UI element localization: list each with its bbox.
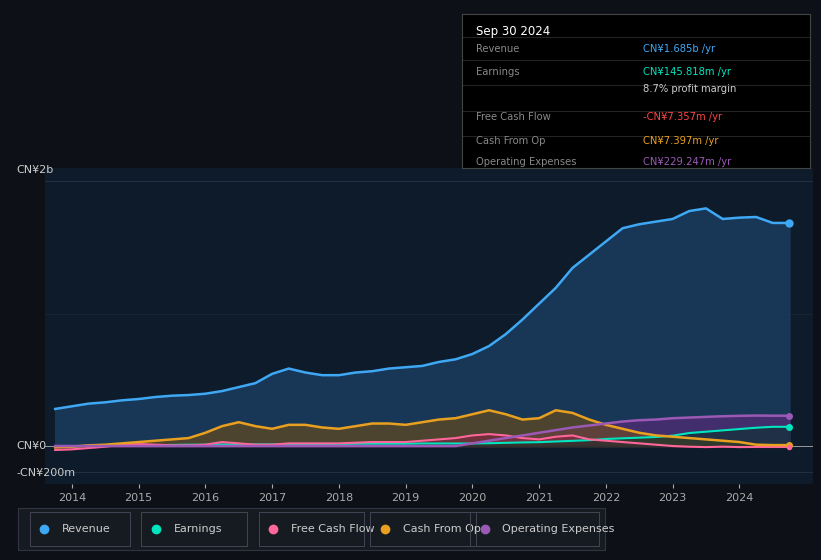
Text: CN¥145.818m /yr: CN¥145.818m /yr	[643, 67, 731, 77]
Text: Sep 30 2024: Sep 30 2024	[476, 25, 550, 38]
Text: CN¥2b: CN¥2b	[16, 165, 53, 175]
Text: -CN¥7.357m /yr: -CN¥7.357m /yr	[643, 112, 722, 122]
Text: Earnings: Earnings	[476, 67, 520, 77]
Text: Revenue: Revenue	[62, 524, 111, 534]
Text: Free Cash Flow: Free Cash Flow	[476, 112, 551, 122]
Text: Free Cash Flow: Free Cash Flow	[291, 524, 374, 534]
Text: Operating Expenses: Operating Expenses	[502, 524, 615, 534]
Text: Cash From Op: Cash From Op	[402, 524, 480, 534]
Text: CN¥229.247m /yr: CN¥229.247m /yr	[643, 157, 732, 167]
Text: Earnings: Earnings	[173, 524, 222, 534]
Text: -CN¥200m: -CN¥200m	[16, 468, 76, 478]
Text: CN¥0: CN¥0	[16, 441, 47, 451]
Text: Cash From Op: Cash From Op	[476, 136, 545, 146]
Text: CN¥7.397m /yr: CN¥7.397m /yr	[643, 136, 718, 146]
Text: CN¥1.685b /yr: CN¥1.685b /yr	[643, 44, 715, 54]
Text: Revenue: Revenue	[476, 44, 520, 54]
Text: 8.7% profit margin: 8.7% profit margin	[643, 85, 736, 95]
Text: Operating Expenses: Operating Expenses	[476, 157, 576, 167]
